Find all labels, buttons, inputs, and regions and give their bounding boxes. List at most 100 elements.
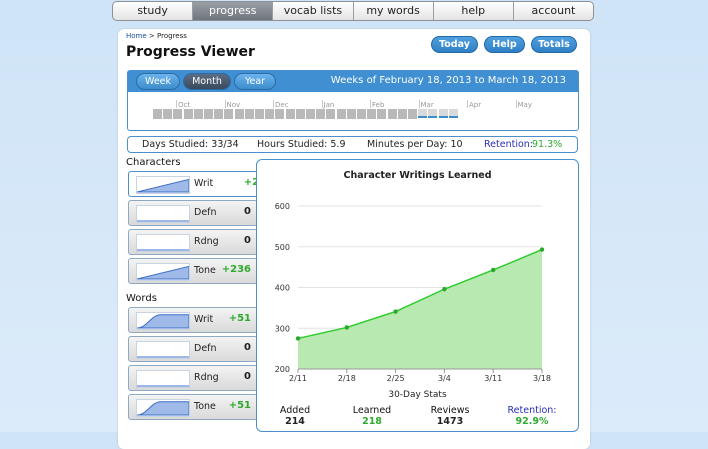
char-card-tone[interactable]: Tone +236: [128, 258, 258, 284]
week-block[interactable]: [163, 109, 173, 119]
range-selector: Week Month Year Weeks of February 18, 20…: [127, 70, 579, 131]
learned-value: 218: [362, 416, 382, 427]
chart-title: Character Writings Learned: [343, 170, 492, 181]
sparkline: [136, 399, 190, 417]
sparkline: [136, 312, 190, 330]
month-label: Jan: [323, 101, 335, 109]
breadcrumb-home-link[interactable]: Home: [126, 32, 147, 40]
nav-tab-account[interactable]: account: [512, 2, 593, 20]
data-point: [491, 267, 496, 273]
x-tick-label: 2/18: [338, 374, 356, 383]
month-label: Nov: [226, 101, 241, 109]
week-block[interactable]: [234, 109, 244, 119]
month-label: Oct: [178, 101, 191, 109]
week-block-selected[interactable]: [428, 109, 438, 116]
range-label: Weeks of February 18, 2013 to March 18, …: [330, 75, 566, 86]
week-block[interactable]: [204, 109, 213, 119]
week-block[interactable]: [326, 109, 336, 119]
learned-label: Learned: [352, 405, 392, 416]
year-mode-button[interactable]: Year: [234, 73, 276, 90]
nav-tab-progress[interactable]: progress: [192, 2, 273, 20]
word-card-rdng[interactable]: Rdng 0: [128, 365, 258, 391]
month-tick: [321, 100, 323, 108]
breadcrumb: Home > Progress: [126, 32, 187, 40]
char-card-rdng[interactable]: Rdng 0: [128, 229, 258, 255]
week-block[interactable]: [275, 109, 285, 119]
char-card-defn[interactable]: Defn 0: [128, 200, 258, 226]
data-point: [442, 286, 447, 292]
y-tick-label: 600: [275, 202, 290, 211]
card-value: 0: [244, 371, 251, 382]
week-mode-button[interactable]: Week: [136, 73, 180, 90]
word-card-defn[interactable]: Defn 0: [128, 336, 258, 362]
week-block[interactable]: [377, 109, 387, 119]
hours-studied: Hours Studied: 5.9: [257, 139, 346, 150]
week-block[interactable]: [244, 109, 254, 119]
week-block[interactable]: [316, 109, 326, 119]
help-button[interactable]: Help: [484, 36, 525, 53]
week-block[interactable]: [346, 109, 356, 119]
card-label: Tone: [194, 401, 216, 412]
week-block[interactable]: [336, 109, 346, 119]
week-block[interactable]: [173, 109, 183, 119]
week-block-selected[interactable]: [418, 109, 428, 116]
breadcrumb-separator: >: [148, 32, 155, 40]
sparkline: [136, 370, 190, 388]
card-value: 0: [244, 206, 251, 217]
nav-tab-help[interactable]: help: [432, 2, 513, 20]
week-block[interactable]: [387, 109, 397, 119]
week-block[interactable]: [367, 109, 377, 119]
week-block[interactable]: [397, 109, 407, 119]
card-value: +51: [228, 313, 251, 324]
top-nav: study progress vocab lists my words help…: [112, 1, 594, 21]
month-tick: [418, 100, 420, 108]
thirty-day-title: 30-Day Stats: [388, 390, 447, 400]
week-selection-marker: [448, 116, 458, 118]
x-tick-label: 2/11: [289, 374, 307, 383]
area-fill: [298, 249, 542, 369]
nav-tab-vocab-lists[interactable]: vocab lists: [272, 2, 352, 20]
sparkline: [136, 263, 190, 281]
week-block[interactable]: [265, 109, 275, 119]
today-button[interactable]: Today: [431, 36, 478, 53]
y-tick-label: 400: [275, 284, 290, 293]
x-tick-label: 3/18: [533, 374, 551, 383]
week-block[interactable]: [357, 109, 366, 119]
week-block[interactable]: [183, 109, 193, 119]
y-tick-label: 200: [275, 365, 290, 374]
week-block[interactable]: [224, 109, 234, 119]
week-block[interactable]: [408, 109, 417, 119]
totals-button[interactable]: Totals: [531, 36, 577, 53]
month-label: Dec: [275, 101, 289, 109]
sparkline: [136, 176, 190, 194]
nav-tab-my-words[interactable]: my words: [352, 2, 433, 20]
card-label: Defn: [194, 207, 217, 218]
card-label: Defn: [194, 343, 217, 354]
retention-stat: Retention: 92.9%: [502, 405, 562, 427]
word-card-writ[interactable]: Writ +51: [128, 307, 258, 333]
x-tick-label: 3/11: [484, 374, 502, 383]
month-mode-button[interactable]: Month: [183, 73, 231, 90]
chart-popup: Character Writings Learned 200 300 400 500 6…: [256, 159, 579, 432]
month-tick: [273, 100, 274, 108]
x-tick-label: 2/25: [387, 374, 405, 383]
nav-tab-study[interactable]: study: [137, 4, 168, 17]
week-selection-marker: [438, 116, 448, 118]
sparkline: [136, 234, 190, 252]
word-card-tone[interactable]: Tone +51: [128, 394, 258, 420]
card-label: Rdng: [194, 236, 219, 247]
week-selection-marker: [418, 116, 428, 118]
week-block[interactable]: [306, 109, 315, 119]
week-block-selected[interactable]: [448, 109, 458, 116]
week-block[interactable]: [153, 109, 162, 119]
week-block-selected[interactable]: [438, 109, 448, 116]
week-block[interactable]: [193, 109, 203, 119]
week-block[interactable]: [255, 109, 264, 119]
sparkline: [136, 341, 190, 359]
week-block[interactable]: [295, 109, 305, 119]
week-block[interactable]: [285, 109, 295, 119]
days-studied: Days Studied: 33/34: [142, 139, 239, 150]
retention-value: 91.3%: [532, 139, 563, 150]
week-block[interactable]: [214, 109, 224, 119]
added-stat: Added 214: [265, 405, 325, 427]
